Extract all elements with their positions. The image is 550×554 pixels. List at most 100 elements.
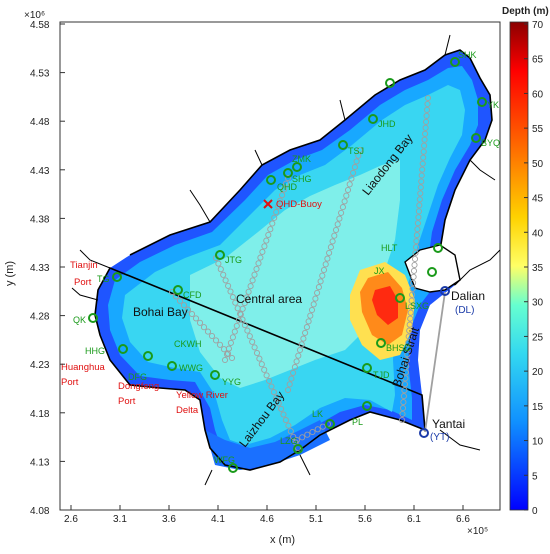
- transect-point: [279, 192, 286, 199]
- station-marker: [228, 463, 238, 473]
- transect-point: [282, 417, 289, 424]
- transect-point: [419, 160, 426, 167]
- transect-point: [423, 112, 430, 119]
- station-marker: [471, 133, 481, 143]
- station-label: ZMK: [292, 154, 311, 164]
- transect-point: [405, 333, 412, 340]
- yellow-river-label-2: Delta: [176, 405, 199, 416]
- station-label: TSJ: [348, 146, 364, 156]
- station-marker: [362, 363, 372, 373]
- transect-point: [423, 118, 430, 125]
- transect-point: [329, 238, 336, 245]
- transect-point: [322, 261, 329, 268]
- transect-point: [227, 339, 234, 346]
- station-label: JTG: [225, 255, 242, 265]
- transect-point: [233, 322, 240, 329]
- transect-point: [266, 377, 273, 384]
- transect-point: [414, 220, 421, 227]
- station-marker: [450, 57, 460, 67]
- transect-point: [300, 335, 307, 342]
- dalian-marker: [440, 286, 450, 296]
- transect-point: [188, 310, 196, 318]
- transect-point: [410, 267, 418, 274]
- yellow-river-label-1: Yellow River: [176, 390, 228, 401]
- transect-point: [336, 215, 343, 222]
- port-markers: Dalian (DL) Yantai (YT): [419, 286, 485, 443]
- transect-point: [308, 306, 316, 314]
- transect-line: [168, 288, 236, 362]
- transect-point: [343, 192, 350, 199]
- x-tick-label: 3.6: [162, 514, 176, 525]
- transect-point: [243, 294, 250, 301]
- coastline: [94, 49, 493, 471]
- x-exponent: ×10⁵: [467, 526, 488, 537]
- transect-line: [284, 146, 364, 394]
- tianjin-label-2: Port: [74, 277, 92, 288]
- x-tick-label: 5.6: [358, 514, 372, 525]
- transect-point: [302, 329, 309, 336]
- transect-point: [286, 381, 293, 388]
- transect-point: [270, 389, 277, 396]
- station-marker: [325, 419, 335, 429]
- transect-point: [307, 312, 314, 319]
- y-axis: 4.58 4.53 4.48 4.43 4.38 4.33 4.28 4.23 4.18 4.13…: [30, 20, 65, 517]
- station-marker: [88, 313, 98, 323]
- transect-point: [239, 305, 246, 312]
- colorbar-tick-label: 10: [532, 437, 544, 448]
- transect-point: [422, 124, 429, 131]
- transect-point: [265, 231, 272, 238]
- y-tick-label: 4.33: [30, 263, 50, 274]
- colorbar-tick-label: 50: [532, 159, 544, 170]
- station-marker: [368, 114, 378, 124]
- transect-point: [278, 405, 285, 412]
- transect-point: [319, 272, 326, 279]
- transect-point: [268, 383, 275, 390]
- transect-point: [408, 303, 415, 310]
- transect-point: [420, 148, 427, 155]
- x-tick-label: 5.1: [309, 514, 323, 525]
- colorbar-tick-label: 55: [532, 124, 544, 135]
- station-marker: [283, 168, 293, 178]
- qhd-buoy-marker: QHD-Buoy: [263, 199, 322, 210]
- transect-point: [225, 282, 232, 289]
- colorbar-tick-label: 5: [532, 471, 538, 482]
- transect-point: [263, 237, 270, 244]
- transect-point: [315, 284, 322, 291]
- transect-point: [402, 369, 409, 376]
- transect-point: [326, 249, 333, 256]
- transect-point: [310, 301, 317, 308]
- station-label: LSXG: [405, 301, 429, 311]
- x-tick-label: 6.6: [456, 514, 470, 525]
- colorbar-tick-label: 20: [532, 367, 544, 378]
- station-marker: [427, 267, 437, 277]
- y-tick-label: 4.53: [30, 69, 50, 80]
- station-label: LZG: [280, 436, 298, 446]
- transect-point: [413, 232, 420, 239]
- y-exponent: ×10⁶: [24, 10, 45, 21]
- transect-point: [413, 238, 420, 245]
- dongfeng-label-1: Dongfeng: [118, 381, 159, 392]
- transect-point: [237, 310, 244, 317]
- transect-point: [419, 166, 426, 173]
- transect-point: [228, 354, 236, 362]
- station-label: YK: [487, 100, 499, 110]
- dalian-code-label: (DL): [455, 305, 474, 316]
- transect-point: [255, 260, 262, 267]
- transect-point: [334, 221, 341, 228]
- station-label: JX: [374, 266, 385, 276]
- transect-point: [220, 271, 227, 278]
- transect-point: [200, 324, 208, 331]
- transect-point: [320, 266, 328, 274]
- strait-deepest: [372, 286, 398, 325]
- x-axis-label: x (m): [270, 534, 295, 546]
- transect-point: [409, 291, 416, 298]
- transect-point: [217, 266, 224, 273]
- transect-point: [416, 202, 423, 209]
- transect-point: [241, 322, 248, 329]
- transect-point: [356, 146, 364, 154]
- transect-point: [215, 260, 222, 267]
- transect-point: [296, 346, 304, 354]
- transect-point: [176, 297, 184, 304]
- transect-point: [324, 255, 331, 262]
